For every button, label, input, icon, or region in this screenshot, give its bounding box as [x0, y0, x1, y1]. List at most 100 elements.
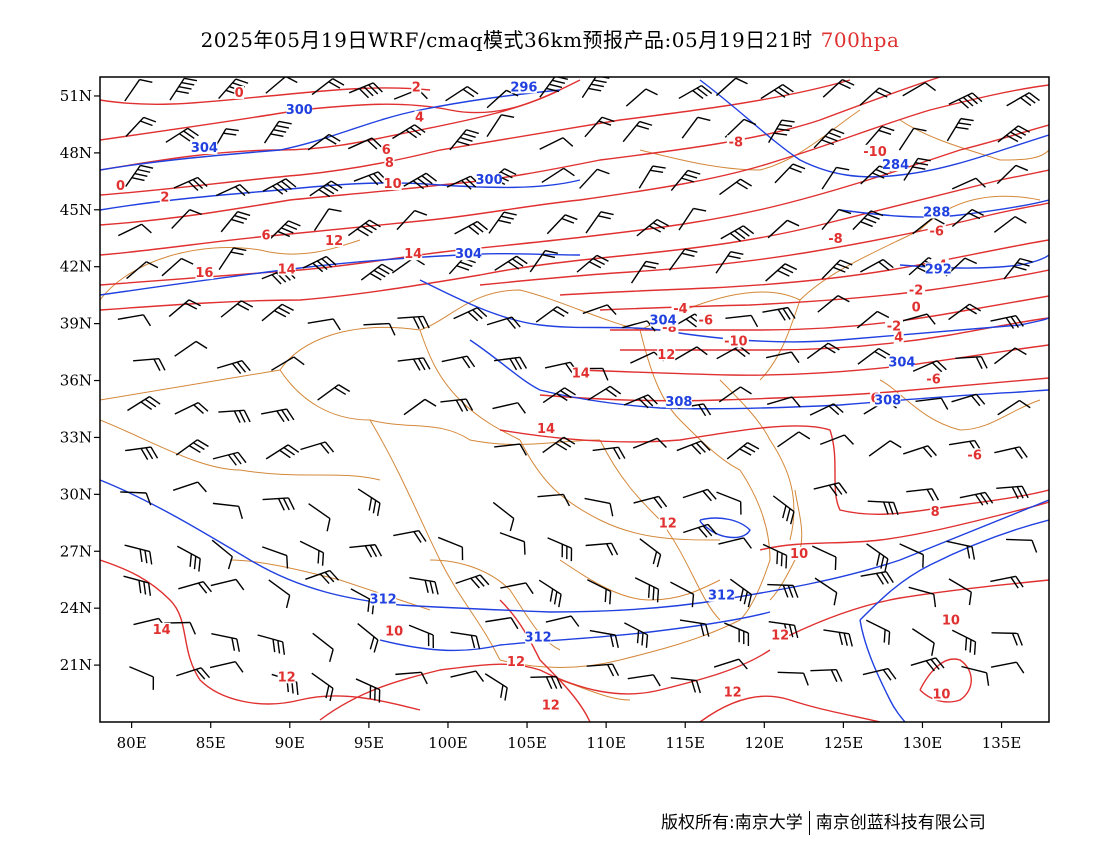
wind-barb — [766, 396, 801, 408]
height-label: 284 — [882, 158, 909, 173]
temperature-label-bg — [115, 178, 126, 192]
height-label-bg — [476, 173, 503, 187]
wind-barb — [440, 398, 474, 412]
height-label: 308 — [874, 393, 901, 408]
wind-barb — [353, 171, 388, 186]
temperature-label-bg — [384, 156, 395, 170]
wind-barb — [668, 248, 698, 271]
wind-barb — [268, 579, 291, 609]
wind-barb — [670, 677, 702, 694]
wind-barb — [176, 667, 211, 680]
wind-barb — [993, 216, 1027, 233]
wind-barb — [397, 315, 430, 330]
temperature-label: 14 — [572, 367, 590, 382]
wind-barb — [908, 586, 937, 608]
temperature-label: 6 — [382, 143, 391, 158]
wind-barb — [994, 446, 1028, 459]
wind-barb — [357, 488, 381, 517]
wind-barb — [864, 125, 895, 147]
wind-barb — [912, 217, 945, 235]
temperature-label-bg — [932, 687, 951, 701]
temperature-label: -6 — [699, 314, 713, 329]
wind-barb — [634, 577, 660, 603]
wind-barb — [948, 92, 983, 109]
wind-barb — [535, 306, 569, 323]
wind-barb — [124, 544, 153, 565]
temperature-label-bg — [930, 505, 941, 519]
wind-barb — [817, 295, 850, 313]
wind-barb — [209, 661, 244, 673]
temperature-label-bg — [404, 247, 423, 261]
wind-barb — [819, 434, 854, 446]
temperature-label-bg — [696, 313, 715, 327]
wind-barb — [348, 82, 383, 99]
wind-barb — [494, 255, 528, 271]
wind-barb — [261, 303, 294, 322]
temperature-label: 12 — [657, 348, 675, 363]
wind-barb — [1006, 92, 1040, 107]
wind-barb — [638, 165, 666, 189]
wind-barb — [715, 251, 744, 274]
wind-barb — [674, 346, 708, 361]
wind-barb — [639, 538, 662, 568]
wind-barb — [395, 671, 428, 685]
height-label: 300 — [286, 103, 313, 118]
wind-barb — [862, 667, 897, 681]
plot-frame — [99, 76, 1050, 723]
wind-barb — [538, 579, 562, 608]
wind-barb — [1005, 538, 1038, 553]
temperature-label: 10 — [942, 613, 960, 628]
wind-barb — [168, 299, 201, 318]
wind-barb — [679, 619, 710, 637]
latitude-axis: 51N 48N 45N 42N 39N 36N 33N 30N 27N 24N 21N — [60, 87, 100, 674]
copyright-right: 南京创蓝科技有限公司 — [815, 813, 986, 833]
wind-barb — [408, 624, 434, 649]
temperature-label: 0 — [116, 179, 125, 194]
temperature-label-bg — [884, 319, 903, 333]
wind-barb — [117, 223, 152, 237]
wind-barb — [866, 543, 889, 572]
temperature-label: 14 — [404, 247, 422, 262]
wind-barb — [765, 263, 798, 282]
temperature-label: -2 — [887, 319, 901, 334]
temperature-label: -10 — [863, 145, 887, 160]
wind-barb — [174, 402, 209, 415]
wind-barb — [347, 137, 382, 150]
wind-barb — [946, 117, 974, 142]
temperature-label-bg — [383, 177, 402, 191]
wind-barb — [678, 84, 713, 100]
wind-barb — [859, 87, 892, 106]
wind-barb — [777, 431, 811, 448]
temperature-label-bg — [826, 232, 845, 246]
temperature-label: 4 — [415, 111, 424, 126]
wind-barb — [257, 634, 286, 655]
wind-barb — [403, 398, 437, 416]
wind-barb — [719, 178, 752, 196]
wind-barb — [906, 488, 940, 502]
map-title: 2025年05月19日WRF/cmaq模式36km预报产品:05月19日21时 7… — [0, 24, 1100, 53]
temperature-label-bg — [941, 613, 960, 627]
wind-barb — [299, 540, 325, 566]
lat-tick-label: 51N — [60, 87, 92, 105]
wind-barb — [484, 673, 508, 701]
wind-barb — [492, 501, 515, 532]
temperature-label-bg — [385, 624, 404, 638]
temperature-label-bg — [965, 448, 984, 462]
wind-barb — [948, 303, 982, 321]
height-label-bg — [455, 247, 482, 261]
wind-barb — [915, 397, 949, 410]
wind-barb — [762, 543, 788, 569]
wind-barb — [537, 493, 571, 507]
wind-barb — [865, 619, 891, 645]
longitude-axis: 80E 85E 90E 95E 100E 105E 110E 115E 120E 125E 130E… — [117, 722, 1021, 752]
wind-barb — [951, 393, 986, 407]
temperature-label: -4 — [673, 302, 687, 317]
wind-barb — [492, 402, 526, 414]
wind-barb — [124, 164, 154, 188]
height-label: 304 — [455, 247, 482, 262]
wind-barb — [172, 481, 207, 493]
wind-barb — [542, 387, 576, 404]
temperature-label: 10 — [384, 177, 402, 192]
temperature-label: -8 — [828, 232, 842, 247]
wind-barb — [450, 670, 485, 682]
